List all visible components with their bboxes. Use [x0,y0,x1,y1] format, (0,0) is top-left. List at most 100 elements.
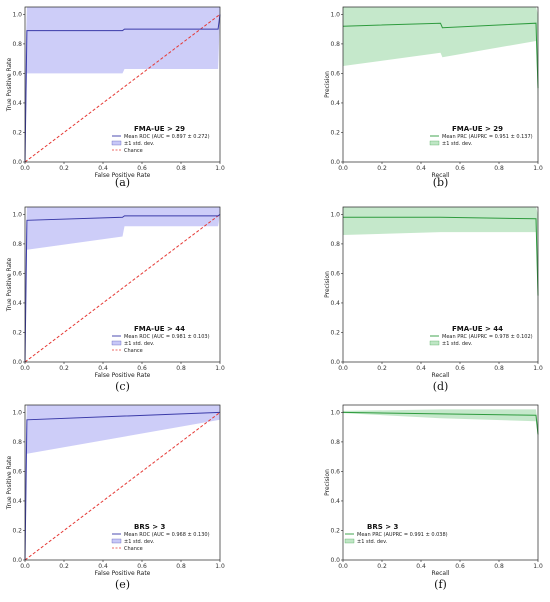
panel-caption: (a) [115,176,130,189]
std-band [25,7,220,162]
y-tick-label: 0.0 [12,359,22,366]
y-axis-label: True Positive Rate [6,455,13,510]
std-band [343,207,538,311]
chance-line [24,13,221,163]
y-tick-label: 1.0 [330,211,340,218]
y-tick-label: 1.0 [12,409,22,416]
y-axis-label: Precision [324,71,331,98]
legend-entry: ±1 std. dev. [124,539,155,545]
std-band [25,207,220,362]
mean-curve [24,14,221,163]
legend-title: FMA-UE > 29 [134,125,185,133]
y-tick-label: 0.6 [12,270,22,277]
y-tick-label: 0.6 [12,70,22,77]
x-tick-label: 0.4 [98,563,108,570]
x-tick-label: 0.6 [455,563,465,570]
y-axis-label: Precision [324,469,331,496]
chart-panel-a: 0.0 0.2 0.4 0.6 0.8 1.0 0.0 0.2 0.4 0.6 0.8 1.0 Fals… [6,6,225,189]
x-tick-label: 0.8 [176,365,186,372]
legend-entry: Mean PRC (AUPRC = 0.951 ± 0.137) [442,134,533,140]
y-tick-label: 0.0 [330,557,340,564]
legend-entry: Mean ROC (AUC = 0.981 ± 0.103) [124,334,210,340]
x-tick-label: 1.0 [533,365,543,372]
x-tick-label: 0.2 [59,563,69,570]
legend-entry: Mean PRC (AUPRC = 0.978 ± 0.102) [442,334,533,340]
panel-caption: (d) [433,380,449,393]
legend-title: FMA-UE > 29 [452,125,503,133]
x-tick-label: 0.4 [98,365,108,372]
legend-entry: Chance [124,546,143,552]
y-tick-label: 0.2 [330,129,340,136]
mean-curve [24,214,221,363]
chance-line [24,411,221,561]
legend: Mean ROC (AUC = 0.968 ± 0.130)±1 std. de… [111,532,210,552]
x-tick-label: 1.0 [533,165,543,172]
chart-panel-b: 0.0 0.2 0.4 0.6 0.8 1.0 0.0 0.2 0.4 0.6 0.8 1.0 Reca… [324,6,543,189]
plot-frame [24,404,221,561]
x-tick-label: 0.0 [20,165,30,172]
legend-swatch-band [111,140,122,146]
legend-entry: Mean ROC (AUC = 0.968 ± 0.130) [124,532,210,538]
x-tick-label: 0.2 [377,563,387,570]
y-axis-label: True Positive Rate [6,57,13,112]
panel-caption: (b) [433,176,449,189]
y-tick-label: 0.6 [12,468,22,475]
plot-frame [342,206,539,363]
legend-title: FMA-UE > 44 [134,325,185,333]
plot-frame [342,6,539,163]
y-tick-label: 0.2 [12,129,22,136]
mean-curve [342,411,539,435]
x-tick-label: 0.6 [455,365,465,372]
x-tick-label: 0.8 [494,365,504,372]
x-tick-label: 1.0 [215,165,225,172]
y-axis-label: True Positive Rate [6,257,13,312]
y-tick-label: 0.4 [12,300,22,307]
y-tick-label: 0.4 [330,100,340,107]
x-axis-label: False Positive Rate [95,570,151,577]
x-tick-label: 0.0 [338,365,348,372]
chart-panel-e: 0.0 0.2 0.4 0.6 0.8 1.0 0.0 0.2 0.4 0.6 0.8 1.0 Fals… [6,404,225,591]
legend-entry: ±1 std. dev. [124,341,155,347]
panel-caption: (c) [115,380,130,393]
y-tick-label: 0.0 [330,359,340,366]
y-tick-label: 0.8 [330,41,340,48]
legend-entry: ±1 std. dev. [124,141,155,147]
y-tick-label: 0.6 [330,70,340,77]
y-tick-label: 0.6 [330,468,340,475]
legend-swatch-band [111,538,122,544]
legend-entry: Mean ROC (AUC = 0.897 ± 0.272) [124,134,210,140]
chart-panel-d: 0.0 0.2 0.4 0.6 0.8 1.0 0.0 0.2 0.4 0.6 0.8 1.0 Reca… [324,206,543,393]
legend-swatch-band [344,538,355,544]
plot-frame [24,6,221,163]
y-tick-label: 0.2 [12,329,22,336]
legend-swatch-band [429,340,440,346]
y-tick-label: 1.0 [12,211,22,218]
std-band [343,7,538,103]
x-tick-label: 0.0 [338,563,348,570]
x-tick-label: 1.0 [215,563,225,570]
x-tick-label: 0.6 [137,165,147,172]
x-tick-label: 0.4 [98,165,108,172]
y-tick-label: 0.2 [12,527,22,534]
y-tick-label: 0.8 [12,241,22,248]
chance-line [24,213,221,363]
legend-entry: ±1 std. dev. [357,539,388,545]
x-tick-label: 0.4 [416,365,426,372]
x-axis-label: Recall [432,570,450,577]
y-tick-label: 0.2 [330,527,340,534]
y-tick-label: 0.8 [330,241,340,248]
plot-frame [24,206,221,363]
x-axis-label: Recall [432,172,450,179]
x-tick-label: 0.2 [377,365,387,372]
chart-panel-c: 0.0 0.2 0.4 0.6 0.8 1.0 0.0 0.2 0.4 0.6 0.8 1.0 Fals… [6,206,225,393]
y-tick-label: 0.4 [12,100,22,107]
legend-entry: Mean PRC (AUPRC = 0.991 ± 0.038) [357,532,448,538]
x-axis-label: False Positive Rate [95,372,151,379]
y-tick-label: 0.6 [330,270,340,277]
mean-curve [342,22,539,89]
legend-entry: Chance [124,148,143,154]
x-tick-label: 0.4 [416,563,426,570]
x-tick-label: 0.2 [59,365,69,372]
y-tick-label: 0.0 [12,557,22,564]
